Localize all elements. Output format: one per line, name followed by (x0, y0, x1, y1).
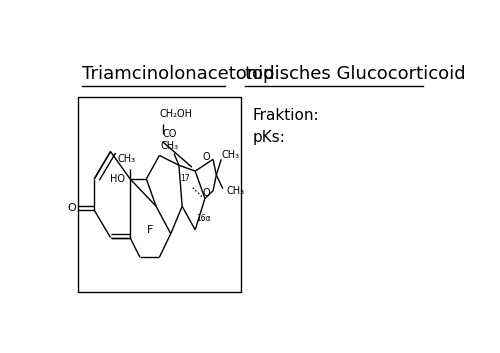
Text: CH₃: CH₃ (221, 150, 240, 160)
Text: CH₃: CH₃ (226, 186, 244, 196)
Text: Fraktion:: Fraktion: (252, 108, 319, 123)
Text: O: O (202, 187, 210, 198)
Text: CH₃: CH₃ (160, 140, 178, 151)
Text: 16α: 16α (196, 214, 210, 222)
Text: 17: 17 (180, 174, 190, 184)
Text: CH₃: CH₃ (118, 154, 136, 164)
Text: F: F (146, 225, 153, 235)
Text: O: O (67, 203, 76, 213)
Text: pKs:: pKs: (252, 130, 285, 145)
Text: HO: HO (110, 174, 124, 184)
Text: Triamcinolonacetonid: Triamcinolonacetonid (82, 65, 274, 83)
Text: CH₂OH: CH₂OH (160, 109, 192, 119)
Text: CO: CO (162, 129, 177, 139)
FancyBboxPatch shape (78, 97, 241, 292)
Text: topisches Glucocorticoid: topisches Glucocorticoid (244, 65, 465, 83)
Text: O: O (202, 152, 210, 162)
